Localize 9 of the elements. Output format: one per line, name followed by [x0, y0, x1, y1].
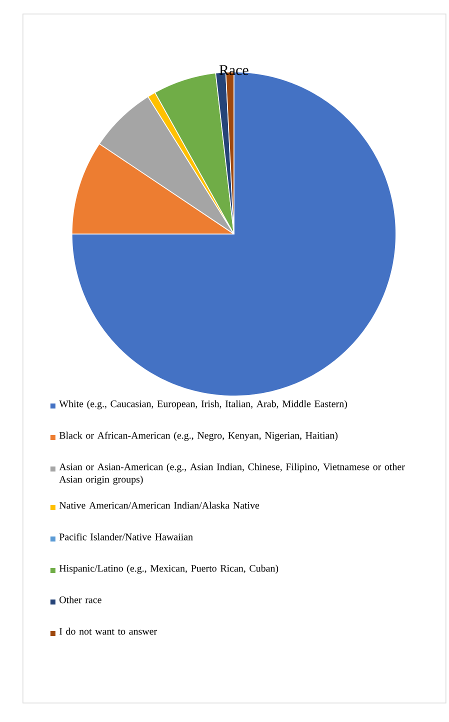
- legend-label: I do not want to answer: [60, 628, 158, 635]
- legend-label: Black or African-American (e.g., Negro, Kenyan, Nigerian, Haitian): [59, 432, 338, 441]
- legend-label: Hispanic/Latino (e.g., Mexican, Puerto Rican, Cuban): [59, 564, 278, 574]
- legend-label: White (e.g., Caucasian, European, Irish, Italian, Arab, Middle Eastern): [59, 400, 347, 410]
- legend-label: Other race: [60, 596, 102, 604]
- chart-title: Race: [219, 65, 248, 76]
- legend-label: Pacific Islander/Native Hawaiian: [59, 533, 193, 540]
- legend-label: Asian or Asian-American (e.g., Asian Indian, Chinese, Filipino, Vietnamese or other Asian origin groups): [59, 463, 405, 485]
- legend-label: Native American/American Indian/Alaska Native: [59, 502, 260, 509]
